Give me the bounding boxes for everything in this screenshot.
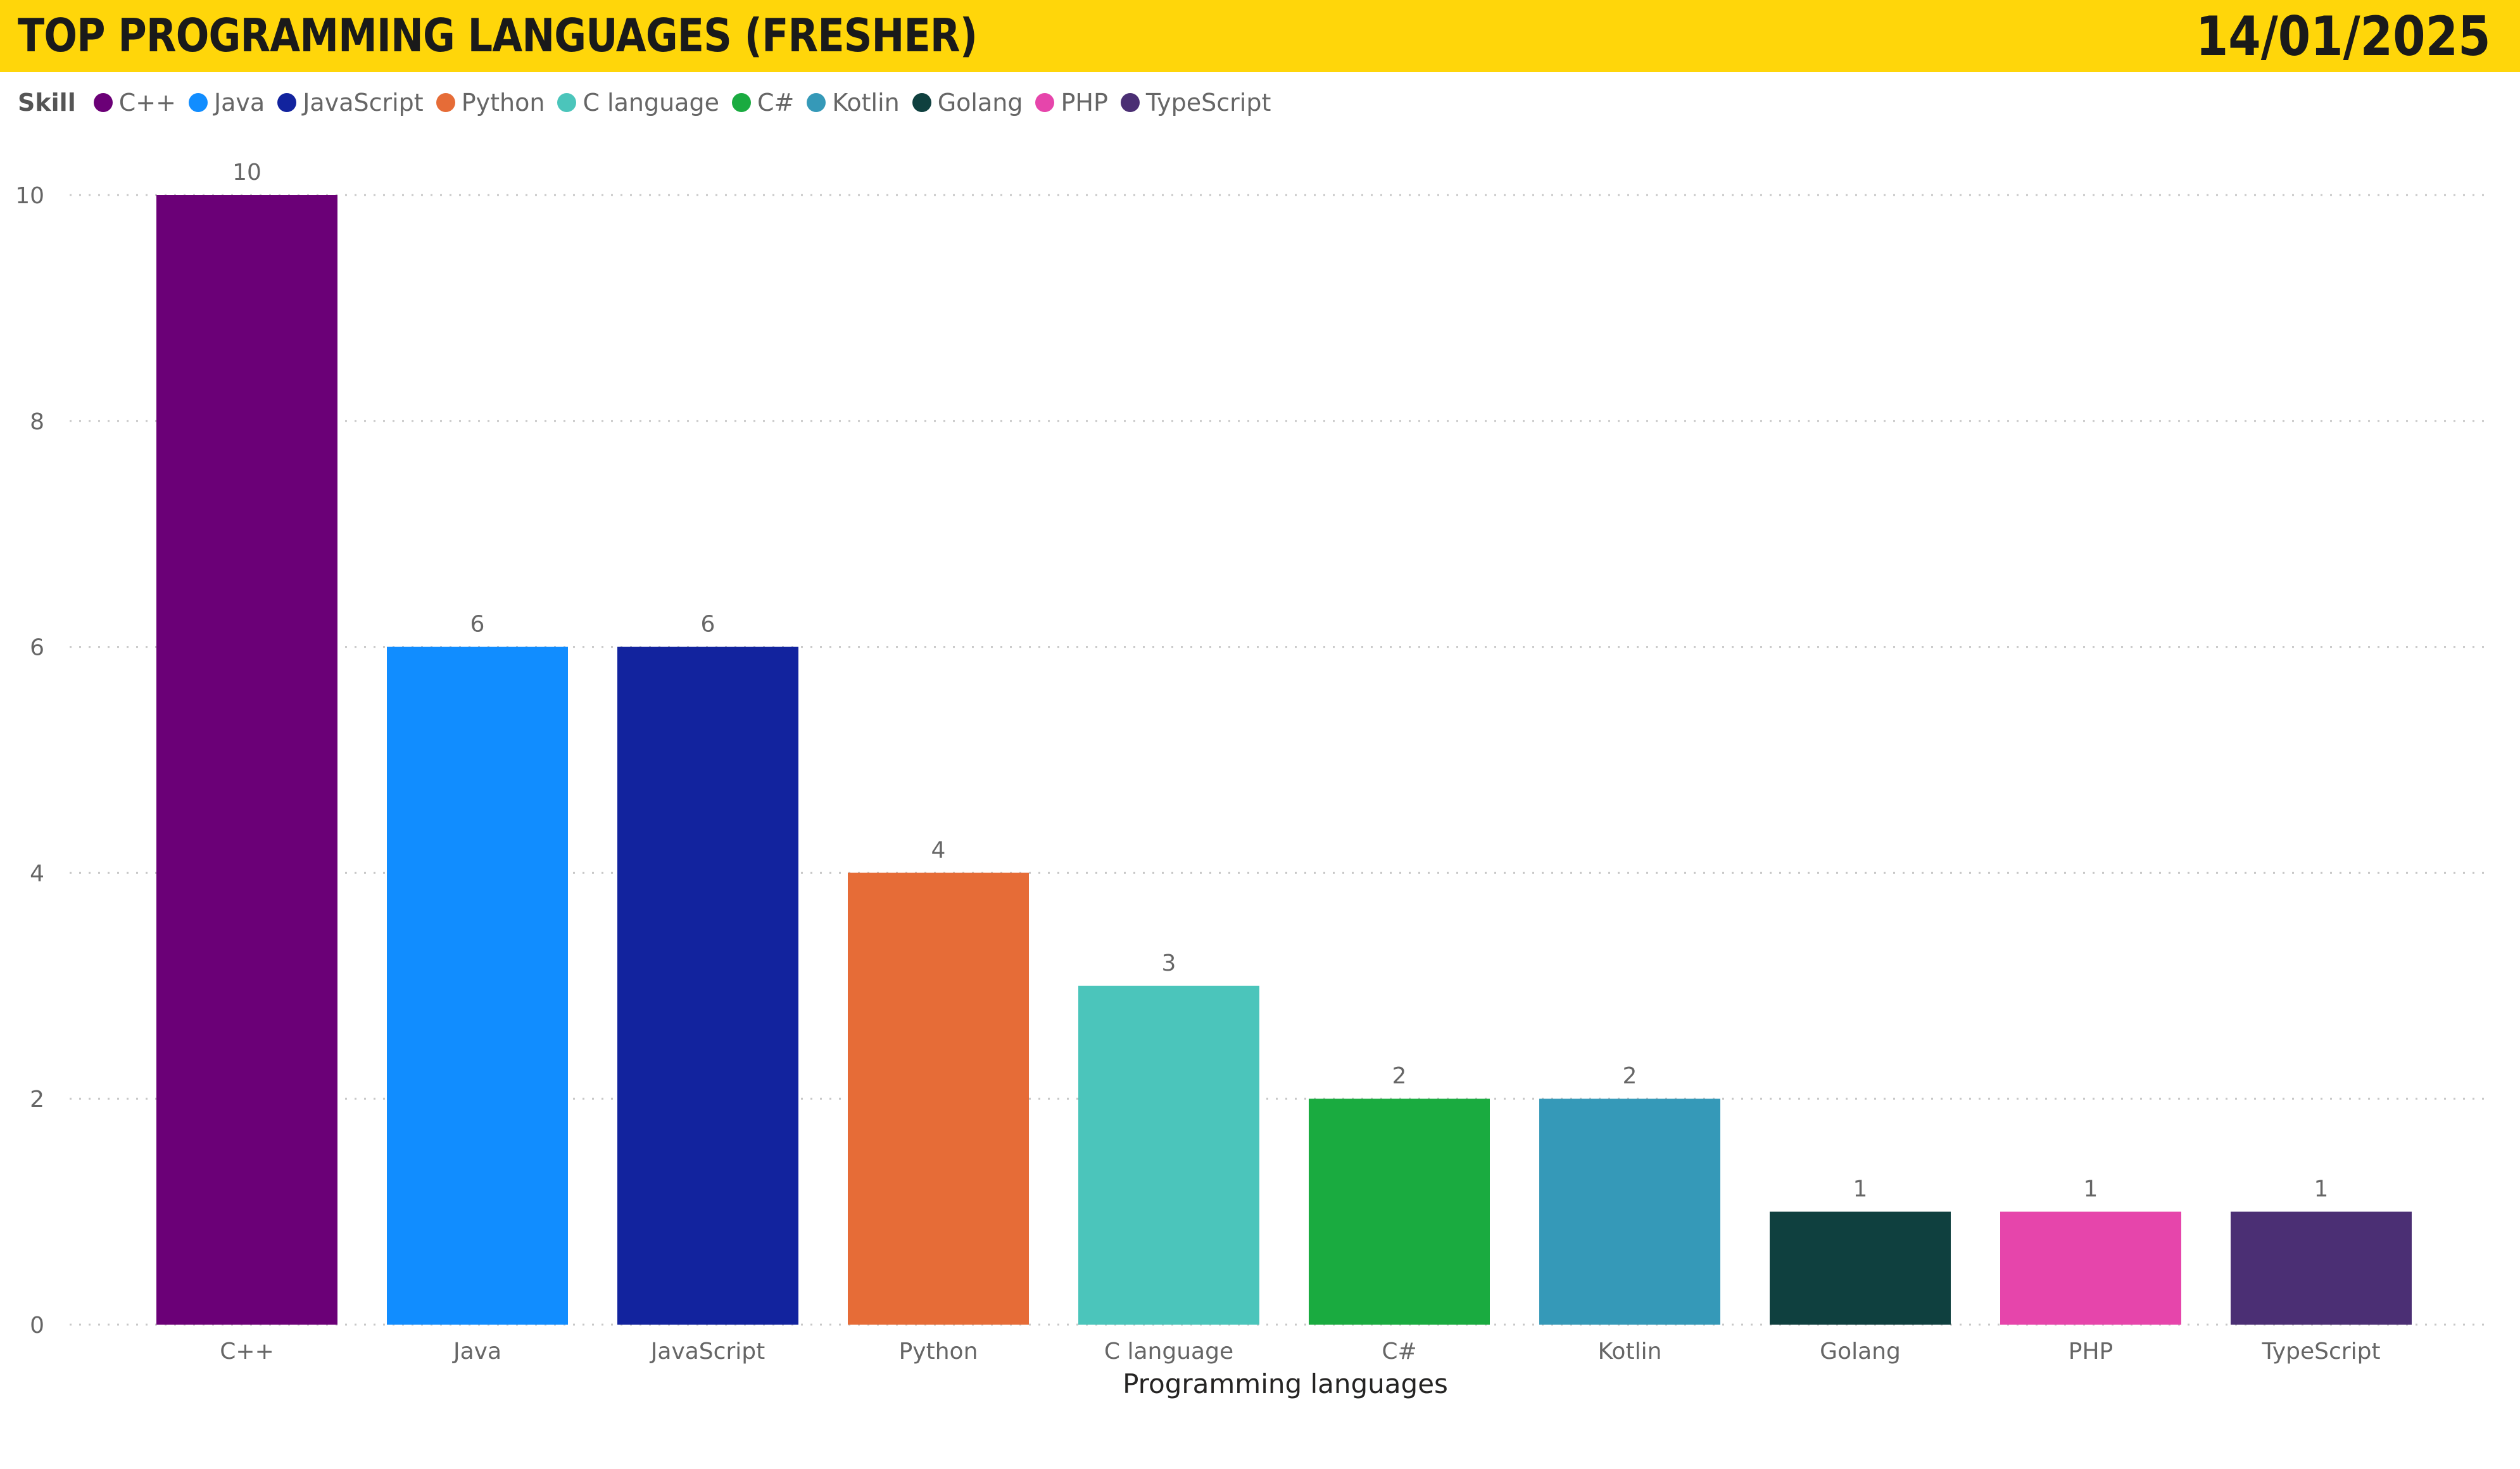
legend-swatch	[807, 93, 826, 112]
x-tick-label: C language	[1104, 1339, 1233, 1365]
legend-item[interactable]: TypeScript	[1120, 89, 1271, 117]
data-label: 1	[2084, 1176, 2098, 1202]
data-label: 2	[1623, 1063, 1637, 1089]
x-tick-label: C++	[220, 1339, 274, 1365]
y-tick-label: 0	[30, 1313, 44, 1339]
legend-label: Java	[213, 89, 265, 117]
page-title: TOP PROGRAMMING LANGUAGES (FRESHER)	[18, 9, 978, 62]
y-tick-label: 8	[30, 409, 44, 435]
x-tick-label: Kotlin	[1598, 1339, 1662, 1365]
legend-label: PHP	[1061, 89, 1108, 117]
y-tick-label: 10	[15, 183, 44, 209]
legend-swatch	[1120, 93, 1140, 112]
legend-item[interactable]: C language	[557, 89, 719, 117]
legend-label: Kotlin	[832, 89, 900, 117]
bar	[1539, 1099, 1720, 1325]
bar	[2231, 1211, 2412, 1325]
data-label: 6	[701, 612, 715, 638]
x-tick-label: JavaScript	[650, 1339, 765, 1365]
legend-label: C#	[757, 89, 795, 117]
header-bar: TOP PROGRAMMING LANGUAGES (FRESHER) 14/0…	[0, 0, 2520, 72]
bar	[1770, 1211, 1951, 1325]
legend-label: C language	[583, 89, 719, 117]
data-label: 3	[1162, 950, 1176, 976]
data-label: 10	[232, 160, 261, 186]
y-tick-label: 6	[30, 635, 44, 661]
legend-swatch	[277, 93, 297, 112]
bar	[1078, 985, 1259, 1325]
x-tick-label: Golang	[1820, 1339, 1901, 1365]
legend-swatch	[1035, 93, 1055, 112]
bar	[2000, 1211, 2181, 1325]
x-tick-label: PHP	[2069, 1339, 2114, 1365]
report-date: 14/01/2025	[2196, 5, 2491, 68]
legend-swatch	[436, 93, 455, 112]
x-tick-label: TypeScript	[2261, 1339, 2380, 1365]
bar	[387, 646, 568, 1325]
bar	[1309, 1099, 1490, 1325]
chart-legend: Skill C++ Java JavaScript Python C language C…	[18, 82, 1283, 123]
legend-label: JavaScript	[303, 89, 424, 117]
legend-item[interactable]: Golang	[912, 89, 1023, 117]
legend-swatch	[731, 93, 751, 112]
data-label: 4	[931, 837, 946, 863]
legend-label: Golang	[937, 89, 1023, 117]
x-tick-label: Python	[899, 1339, 978, 1365]
legend-label: Python	[461, 89, 545, 117]
legend-item[interactable]: Kotlin	[807, 89, 900, 117]
x-tick-label: C#	[1382, 1339, 1416, 1365]
legend-title: Skill	[18, 89, 76, 117]
legend-swatch	[188, 93, 208, 112]
legend-item[interactable]: Java	[188, 89, 265, 117]
bar	[617, 646, 798, 1325]
legend-item[interactable]: JavaScript	[277, 89, 424, 117]
legend-swatch	[93, 93, 113, 112]
legend-item[interactable]: Python	[436, 89, 545, 117]
legend-item[interactable]: C#	[731, 89, 795, 117]
x-axis-title: Programming languages	[1123, 1368, 1448, 1399]
legend-item[interactable]: C++	[93, 89, 176, 117]
legend-label: TypeScript	[1145, 89, 1271, 117]
y-tick-label: 4	[30, 861, 44, 886]
legend-item[interactable]: PHP	[1035, 89, 1108, 117]
legend-swatch	[557, 93, 577, 112]
data-label: 6	[470, 612, 485, 638]
y-tick-label: 2	[30, 1087, 44, 1113]
data-label: 2	[1392, 1063, 1407, 1089]
x-tick-label: Java	[452, 1339, 501, 1365]
bar	[156, 195, 337, 1325]
data-label: 1	[2314, 1176, 2329, 1202]
data-label: 1	[1853, 1176, 1868, 1202]
bar	[848, 873, 1029, 1325]
legend-swatch	[912, 93, 931, 112]
legend-label: C++	[118, 89, 176, 117]
